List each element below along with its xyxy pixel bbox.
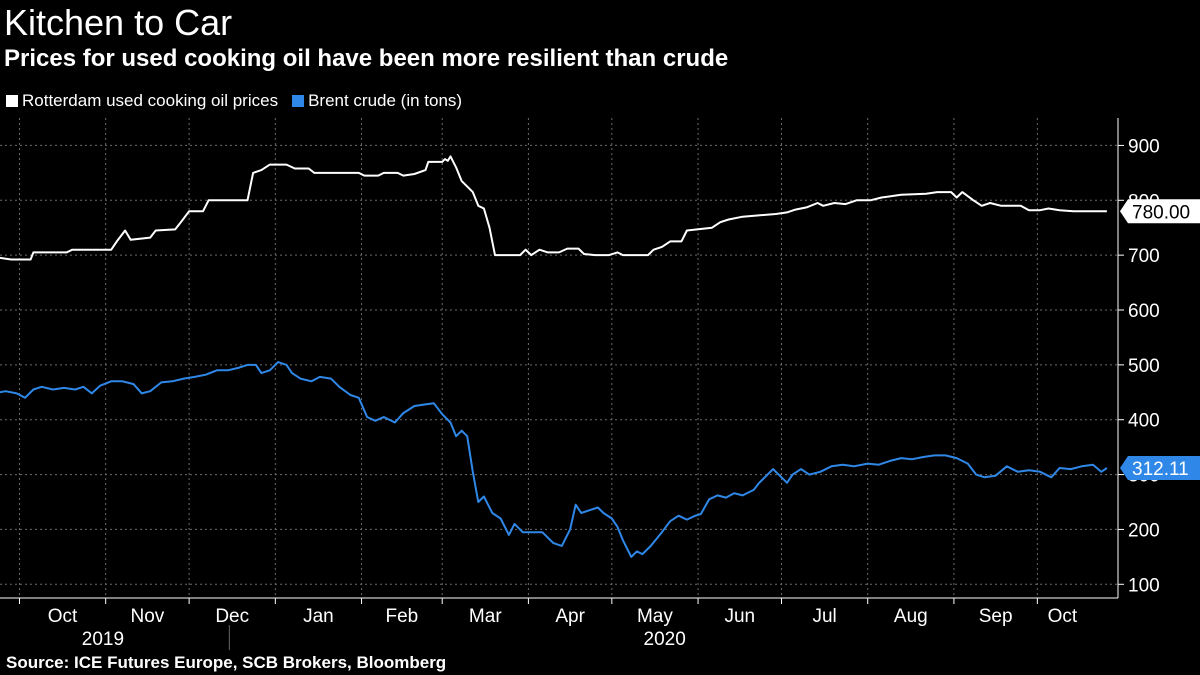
x-tick-label: Oct (1048, 606, 1078, 627)
x-tick-label: Mar (469, 606, 502, 627)
x-tick-label: Sep (979, 606, 1013, 627)
legend-item-cooking-oil: Rotterdam used cooking oil prices (6, 91, 278, 111)
x-tick-label: Nov (130, 606, 164, 627)
legend-item-brent: Brent crude (in tons) (292, 91, 462, 111)
legend-swatch-brent (292, 95, 305, 107)
chart-title: Kitchen to Car (4, 2, 233, 43)
last-value-label-0: 780.00 (1132, 202, 1190, 223)
y-tick-label: 400 (1128, 411, 1160, 432)
y-tick-label: 600 (1128, 301, 1160, 322)
x-tick-label: May (637, 606, 673, 627)
year-label: 2019 (82, 629, 124, 650)
source-note: Source: ICE Futures Europe, SCB Brokers,… (6, 653, 447, 672)
last-value-tag-1 (1120, 455, 1200, 480)
x-tick-label: Oct (48, 606, 78, 627)
y-tick-label: 700 (1128, 246, 1160, 267)
last-value-tag-0 (1120, 199, 1200, 224)
y-tick-label: 500 (1128, 356, 1160, 377)
legend: Rotterdam used cooking oil prices Brent … (6, 90, 462, 112)
year-label: 2020 (644, 629, 686, 650)
x-tick-label: Dec (215, 606, 249, 627)
series-line-1 (0, 361, 1108, 558)
legend-swatch-cooking-oil (6, 95, 18, 107)
y-tick-label: 100 (1128, 575, 1160, 596)
x-tick-label: Jan (303, 606, 334, 627)
y-tick-label: 200 (1128, 520, 1160, 541)
legend-label-cooking-oil: Rotterdam used cooking oil prices (22, 91, 279, 110)
y-tick-label: 900 (1128, 136, 1160, 157)
x-tick-label: Feb (385, 606, 418, 627)
x-tick-label: Aug (894, 606, 928, 627)
x-tick-label: Jul (812, 606, 836, 627)
last-value-label-1: 312.11 (1132, 459, 1189, 480)
legend-label-brent: Brent crude (in tons) (308, 91, 463, 110)
x-tick-label: Jun (724, 606, 755, 627)
chart-subtitle: Prices for used cooking oil have been mo… (4, 45, 729, 72)
x-tick-label: Apr (555, 606, 585, 627)
series-line-0 (0, 155, 1107, 261)
